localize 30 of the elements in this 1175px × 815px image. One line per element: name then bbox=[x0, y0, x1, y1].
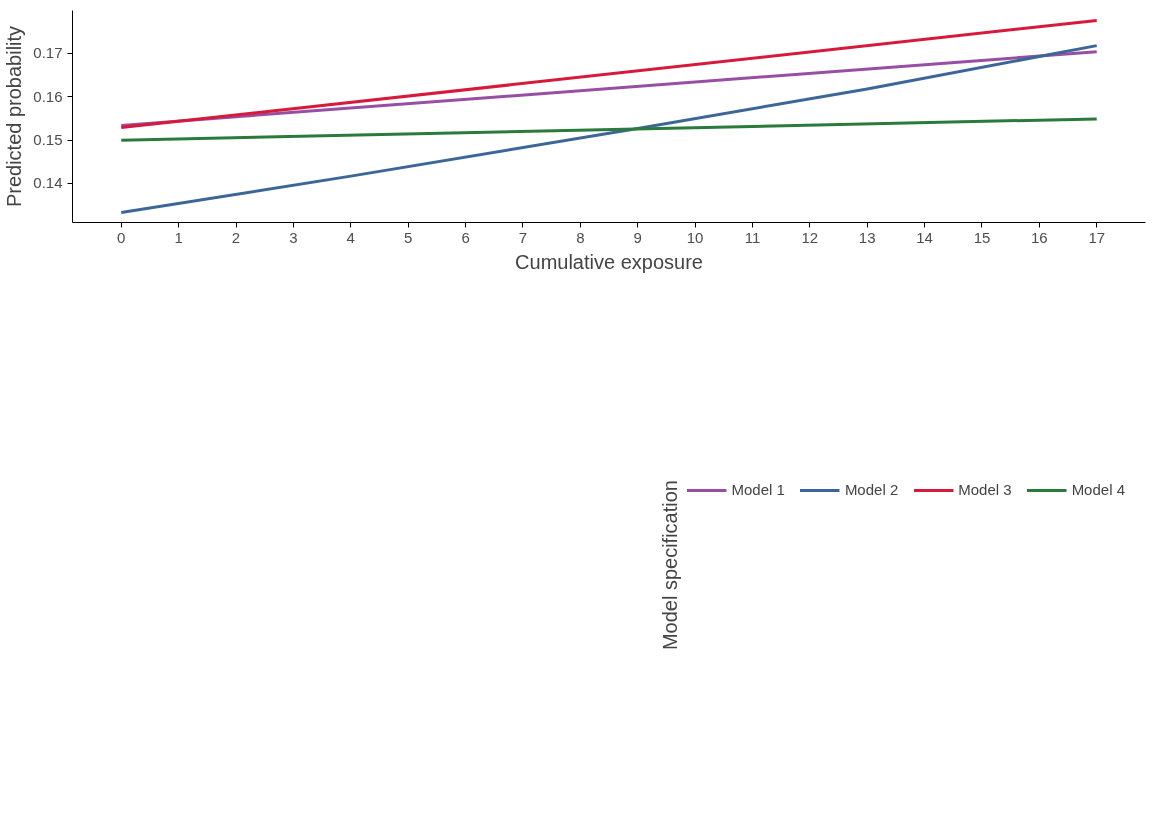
x-tick-label: 16 bbox=[1031, 228, 1048, 246]
x-tick-label: 6 bbox=[461, 228, 470, 246]
x-tick-label: 14 bbox=[916, 228, 933, 246]
y-tick-label: 0.15 bbox=[33, 131, 63, 149]
x-tick-label: 7 bbox=[518, 228, 528, 246]
x-tick-label: 2 bbox=[231, 228, 241, 246]
x-tick-label: 5 bbox=[404, 228, 413, 246]
x-tick-label: 3 bbox=[289, 228, 298, 246]
legend-title: Model specification bbox=[658, 479, 682, 651]
legend-label: Model 1 bbox=[731, 481, 785, 499]
x-tick-label: 10 bbox=[686, 228, 704, 246]
legend-label: Model 2 bbox=[844, 481, 899, 499]
x-axis-title: Cumulative exposure bbox=[515, 250, 703, 273]
x-tick-label: 11 bbox=[744, 228, 761, 246]
y-tick-label: 0.14 bbox=[33, 174, 63, 192]
y-tick-label: 0.16 bbox=[33, 87, 63, 105]
x-tick-label: 17 bbox=[1088, 228, 1106, 246]
x-tick-label: 0 bbox=[117, 228, 126, 246]
line-series bbox=[119, 44, 1099, 215]
x-tick-label: 13 bbox=[858, 228, 876, 246]
x-tick-label: 8 bbox=[576, 228, 585, 246]
x-tick-label: 4 bbox=[346, 228, 355, 246]
legend-label: Model 4 bbox=[1071, 481, 1125, 499]
y-axis-title: Predicted probability bbox=[3, 25, 26, 208]
legend-label: Model 3 bbox=[958, 481, 1012, 499]
x-tick-label: 15 bbox=[973, 228, 991, 246]
x-tick-label: 9 bbox=[633, 228, 642, 246]
y-tick-label: 0.17 bbox=[33, 44, 63, 62]
x-tick-label: 12 bbox=[801, 228, 819, 246]
x-tick-label: 1 bbox=[174, 228, 183, 246]
